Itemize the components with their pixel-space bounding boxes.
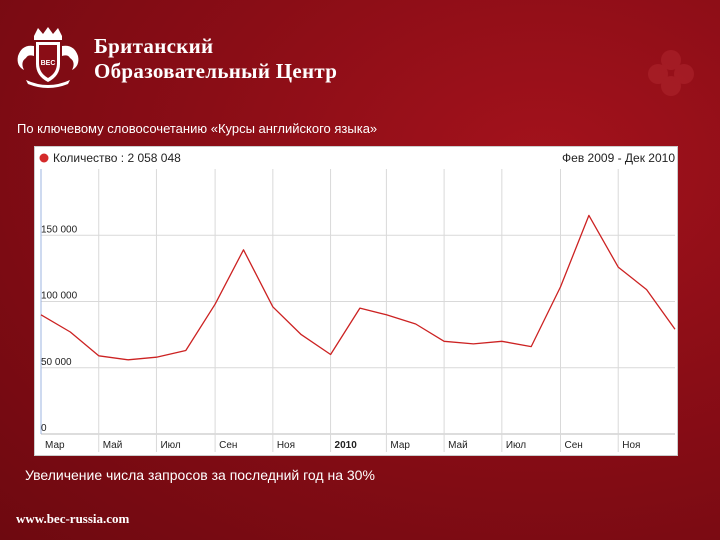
logo-text: BEC xyxy=(41,60,56,67)
x-tick-label: Сен xyxy=(565,440,583,451)
brand-line-1: Британский xyxy=(94,34,214,58)
x-tick-label: Июл xyxy=(160,440,180,451)
website-link[interactable]: www.bec-russia.com xyxy=(16,511,130,526)
series xyxy=(40,214,676,361)
x-tick-label: Май xyxy=(448,440,468,451)
decorative-emblem xyxy=(648,50,694,96)
x-tick-label: Июл xyxy=(506,440,526,451)
x-tick-label: Мар xyxy=(390,440,410,451)
x-tick-label: Ноя xyxy=(622,440,640,451)
brand-line-2: Образовательный Центр xyxy=(94,59,338,83)
y-tick-label: 150 000 xyxy=(41,224,78,235)
x-tick-labels: Мар Май Июл Сен Ноя 2010 Мар Май Июл Сен Ноя xyxy=(45,440,640,451)
bec-crest-logo: BEC xyxy=(17,27,79,88)
brand-name: Британский Образовательный Центр xyxy=(94,34,337,84)
legend-dot xyxy=(39,153,49,163)
y-tick-label: 0 xyxy=(41,423,47,434)
line-chart: Количество : 2 058 048 Фев 2009 - Дек 20… xyxy=(39,151,676,452)
growth-note: Увеличение числа запросов за последний г… xyxy=(25,467,375,483)
grid xyxy=(40,169,675,452)
date-range-label: Фев 2009 - Дек 2010 xyxy=(562,151,675,165)
y-tick-labels: 150 000 100 000 50 000 0 xyxy=(41,224,78,434)
chart-subtitle: По ключевому словосочетанию «Курсы англи… xyxy=(17,121,378,136)
y-tick-label: 100 000 xyxy=(41,291,78,302)
series-line xyxy=(40,214,676,361)
x-tick-label: Май xyxy=(103,440,123,451)
y-tick-label: 50 000 xyxy=(41,357,72,368)
x-tick-label: Мар xyxy=(45,440,65,451)
x-tick-label: 2010 xyxy=(335,440,358,451)
x-tick-label: Ноя xyxy=(277,440,295,451)
legend-label: Количество : 2 058 048 xyxy=(53,151,181,165)
chart-panel: Количество : 2 058 048 Фев 2009 - Дек 20… xyxy=(34,146,678,456)
x-tick-label: Сен xyxy=(219,440,237,451)
